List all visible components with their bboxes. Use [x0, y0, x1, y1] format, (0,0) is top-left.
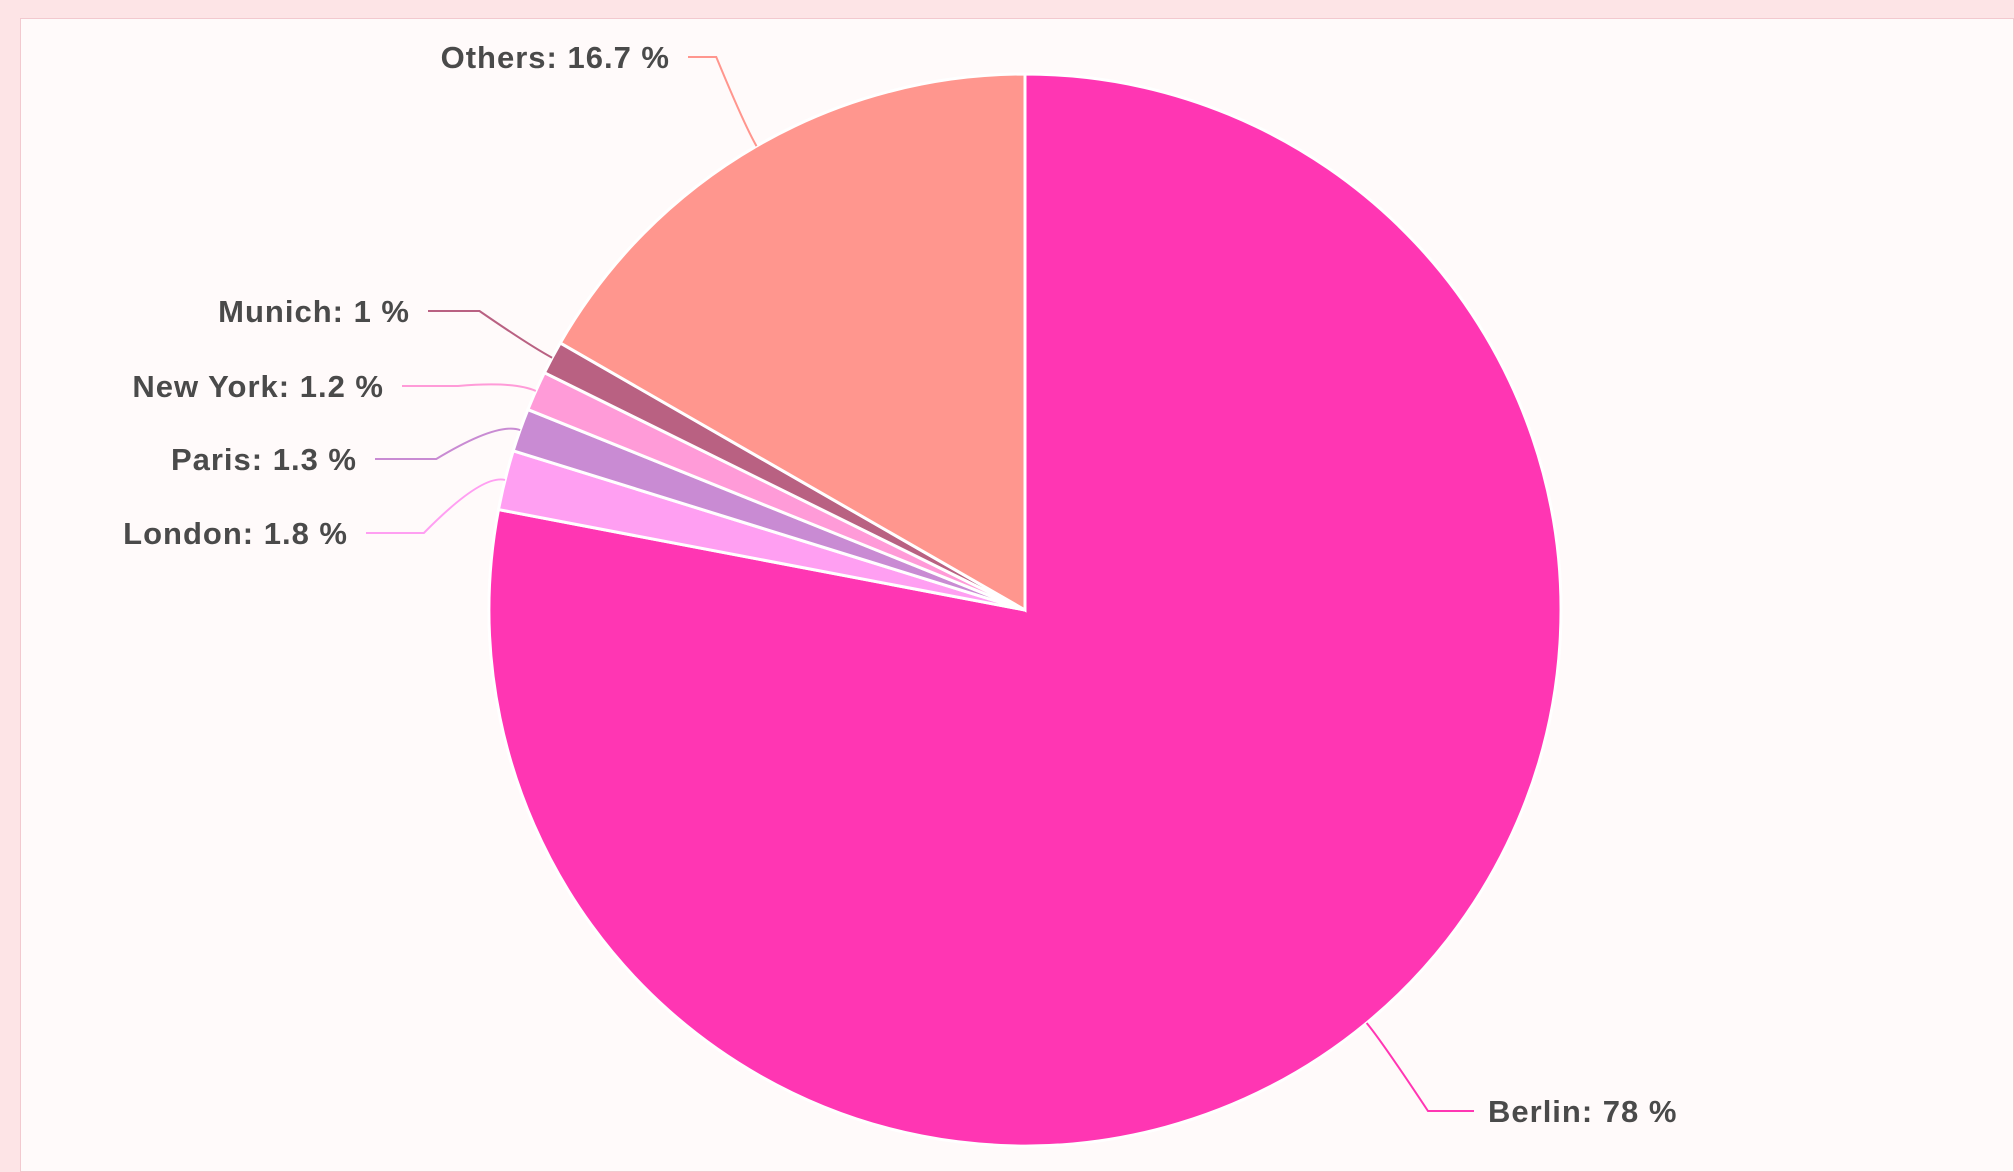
slice-label-others: Others: 16.7 %	[441, 40, 670, 75]
slice-label-new-york: New York: 1.2 %	[132, 369, 384, 404]
leader-line-berlin	[1365, 1022, 1474, 1112]
leader-line-munich	[428, 310, 553, 359]
pie-slices	[487, 72, 1563, 1148]
leader-line-london	[366, 478, 506, 534]
leader-line-paris	[375, 427, 521, 460]
slice-label-munich: Munich: 1 %	[218, 294, 410, 329]
pie-slice-others	[558, 72, 1027, 613]
slice-label-paris: Paris: 1.3 %	[171, 442, 357, 477]
slice-labels: Berlin: 78 % London: 1.8 % Paris: 1.3 % New…	[123, 40, 1677, 1129]
slice-label-berlin: Berlin: 78 %	[1488, 1094, 1677, 1129]
leader-line-new-york	[402, 383, 537, 392]
leader-lines	[366, 56, 1474, 1112]
leader-line-others	[688, 56, 758, 147]
slice-label-london: London: 1.8 %	[123, 516, 348, 551]
